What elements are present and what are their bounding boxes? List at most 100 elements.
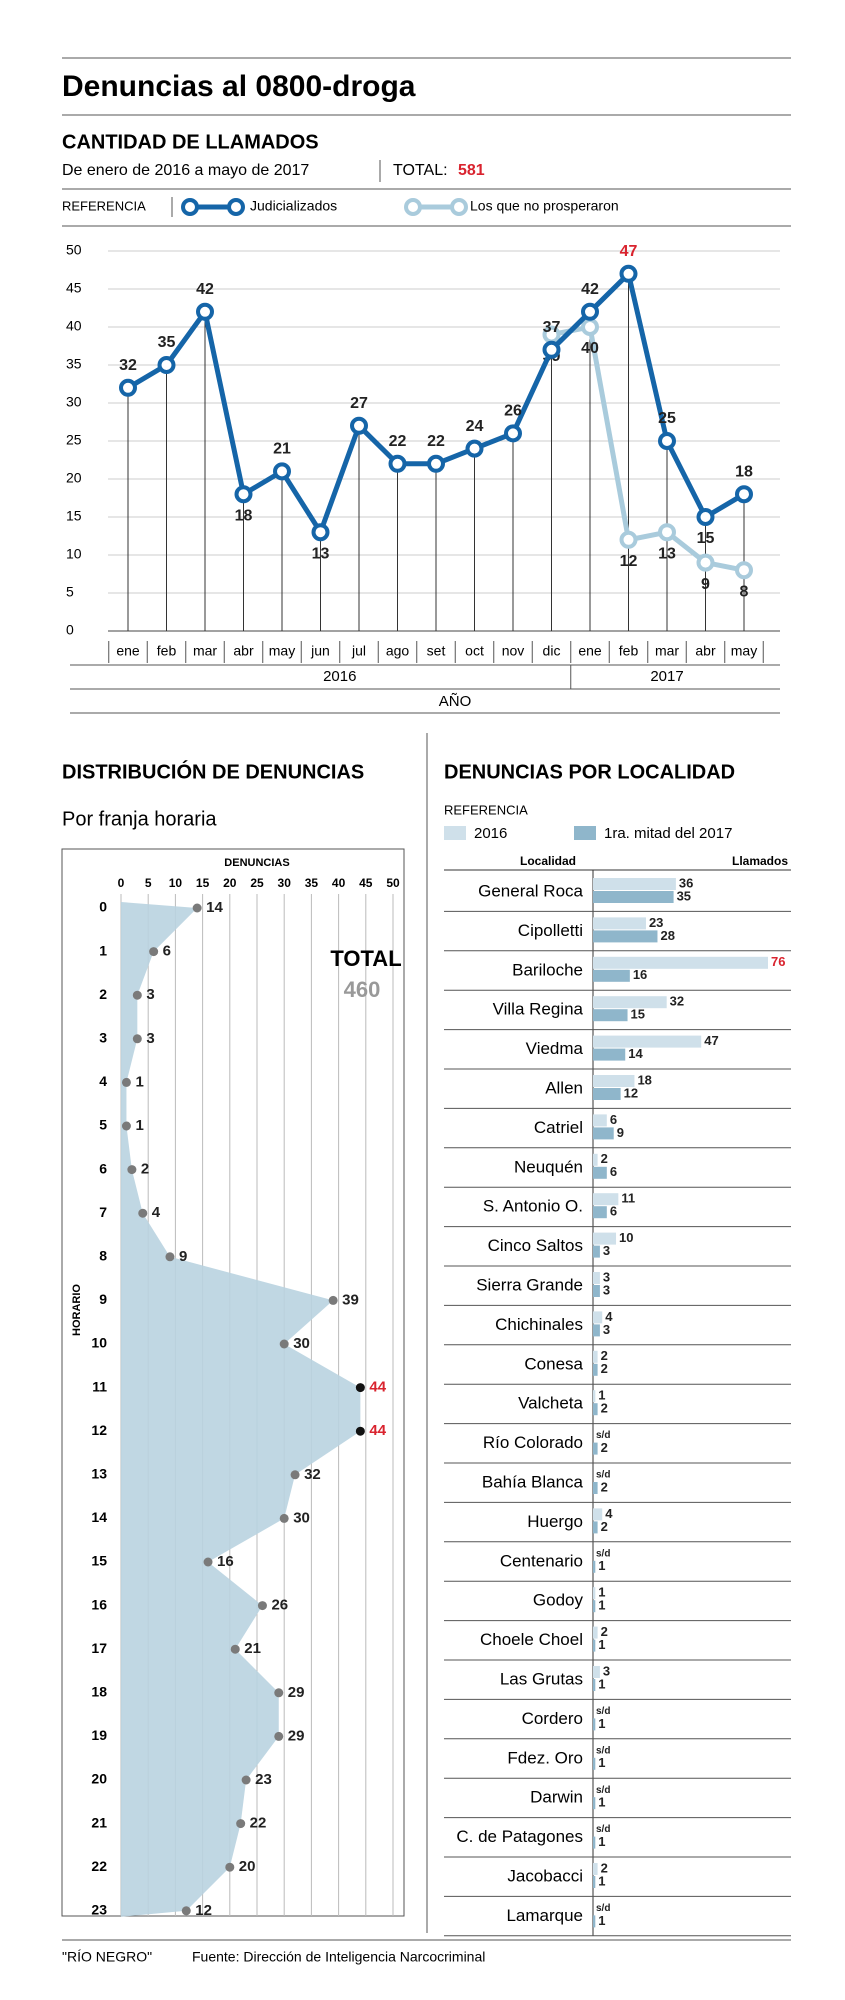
value-label: 1 bbox=[135, 1117, 143, 1134]
category-label: Huergo bbox=[527, 1512, 583, 1531]
point bbox=[157, 356, 176, 374]
point bbox=[504, 424, 522, 443]
value-label: 76 bbox=[771, 954, 785, 969]
category-label: Viedma bbox=[526, 1039, 584, 1058]
value-label: 1 bbox=[598, 1716, 605, 1731]
value-label: 3 bbox=[603, 1282, 610, 1297]
y-tick-label: 30 bbox=[66, 394, 82, 410]
legend-label: Judicializados bbox=[250, 198, 337, 214]
legend-marker bbox=[450, 198, 468, 216]
value-label: 2 bbox=[601, 1151, 608, 1166]
bar bbox=[593, 1482, 598, 1494]
x-tick-label: mar bbox=[655, 643, 679, 659]
value-label: 25 bbox=[658, 410, 676, 427]
column-header: Localidad bbox=[520, 854, 576, 868]
bar bbox=[593, 969, 630, 982]
bar bbox=[593, 1035, 702, 1048]
value-label: 42 bbox=[196, 281, 214, 298]
footer-brand: "RÍO NEGRO" bbox=[62, 1949, 152, 1965]
value-label: 1 bbox=[598, 1558, 605, 1573]
value-label: 37 bbox=[543, 319, 561, 336]
legend-title: REFERENCIA bbox=[62, 198, 146, 213]
value-label: 1 bbox=[598, 1585, 605, 1600]
y-tick-label: 18 bbox=[91, 1684, 107, 1700]
value-label: 21 bbox=[273, 441, 291, 458]
group-label: 2017 bbox=[650, 668, 683, 685]
point bbox=[273, 462, 291, 481]
point bbox=[132, 990, 142, 1000]
value-label: 9 bbox=[617, 1125, 624, 1140]
x-tick-label: feb bbox=[157, 643, 177, 659]
value-label: 4 bbox=[605, 1506, 613, 1521]
value-label: 3 bbox=[146, 986, 154, 1003]
x-tick-label: oct bbox=[465, 643, 484, 659]
point bbox=[355, 1426, 365, 1436]
bar bbox=[593, 1206, 607, 1219]
y-tick-label: 14 bbox=[91, 1509, 107, 1525]
value-label: 1 bbox=[135, 1073, 143, 1090]
total-value: 460 bbox=[344, 977, 381, 1002]
bar bbox=[593, 1127, 614, 1140]
point bbox=[230, 1644, 240, 1654]
bar bbox=[593, 1666, 600, 1678]
bar bbox=[593, 996, 667, 1009]
x-tick-label: may bbox=[269, 643, 295, 659]
bar bbox=[593, 1390, 596, 1403]
legend-marker bbox=[227, 198, 245, 216]
value-label: 4 bbox=[152, 1204, 161, 1221]
total-label: TOTAL: bbox=[393, 162, 448, 179]
value-label: 32 bbox=[670, 994, 684, 1009]
point bbox=[542, 340, 561, 359]
legend-label: Los que no prosperaron bbox=[470, 198, 619, 214]
y-tick-label: 20 bbox=[66, 470, 82, 486]
bar bbox=[593, 891, 674, 903]
category-label: Catriel bbox=[534, 1118, 583, 1137]
value-label: 26 bbox=[271, 1597, 288, 1614]
bar bbox=[593, 1048, 626, 1061]
value-label: s/d bbox=[596, 1785, 610, 1796]
value-label: 12 bbox=[624, 1085, 638, 1100]
chart-title: DENUNCIAS POR LOCALIDAD bbox=[444, 761, 735, 783]
x-tick-label: may bbox=[731, 643, 757, 659]
point bbox=[427, 454, 445, 473]
value-label: 6 bbox=[610, 1164, 617, 1179]
y-axis-label: HORARIO bbox=[71, 1284, 83, 1336]
value-label: 8 bbox=[740, 583, 749, 600]
point bbox=[696, 508, 715, 526]
value-label: 24 bbox=[466, 418, 484, 435]
value-label: 3 bbox=[146, 1030, 154, 1047]
x-tick-label: 40 bbox=[332, 876, 346, 890]
x-tick-label: dic bbox=[543, 643, 561, 659]
bar bbox=[593, 1836, 596, 1849]
x-tick-label: 35 bbox=[305, 876, 319, 890]
value-label: 29 bbox=[288, 1727, 305, 1744]
value-label: 23 bbox=[649, 915, 663, 930]
value-label: 44 bbox=[369, 1379, 386, 1396]
category-label: Fdez. Oro bbox=[507, 1748, 583, 1767]
y-tick-label: 50 bbox=[66, 242, 82, 258]
value-label: 3 bbox=[603, 1269, 610, 1284]
point bbox=[192, 903, 202, 913]
value-label: 1 bbox=[598, 1598, 605, 1613]
point bbox=[119, 378, 137, 397]
point bbox=[350, 416, 368, 435]
category-label: Godoy bbox=[533, 1591, 584, 1610]
bar bbox=[593, 917, 646, 930]
section-title: CANTIDAD DE LLAMADOS bbox=[62, 131, 319, 153]
y-tick-label: 13 bbox=[91, 1466, 107, 1482]
value-label: 39 bbox=[342, 1291, 359, 1308]
category-label: Río Colorado bbox=[483, 1433, 583, 1452]
x-tick-label: 30 bbox=[278, 876, 292, 890]
value-label: 1 bbox=[598, 1637, 605, 1652]
value-label: 2 bbox=[601, 1860, 608, 1875]
value-label: 40 bbox=[581, 340, 599, 357]
value-label: 16 bbox=[217, 1553, 234, 1570]
point bbox=[311, 523, 330, 542]
category-label: Allen bbox=[545, 1078, 583, 1097]
value-label: 18 bbox=[735, 463, 753, 480]
value-label: 23 bbox=[255, 1771, 272, 1788]
point bbox=[241, 1775, 251, 1785]
category-label: Villa Regina bbox=[493, 1000, 584, 1019]
y-tick-label: 11 bbox=[92, 1378, 107, 1394]
